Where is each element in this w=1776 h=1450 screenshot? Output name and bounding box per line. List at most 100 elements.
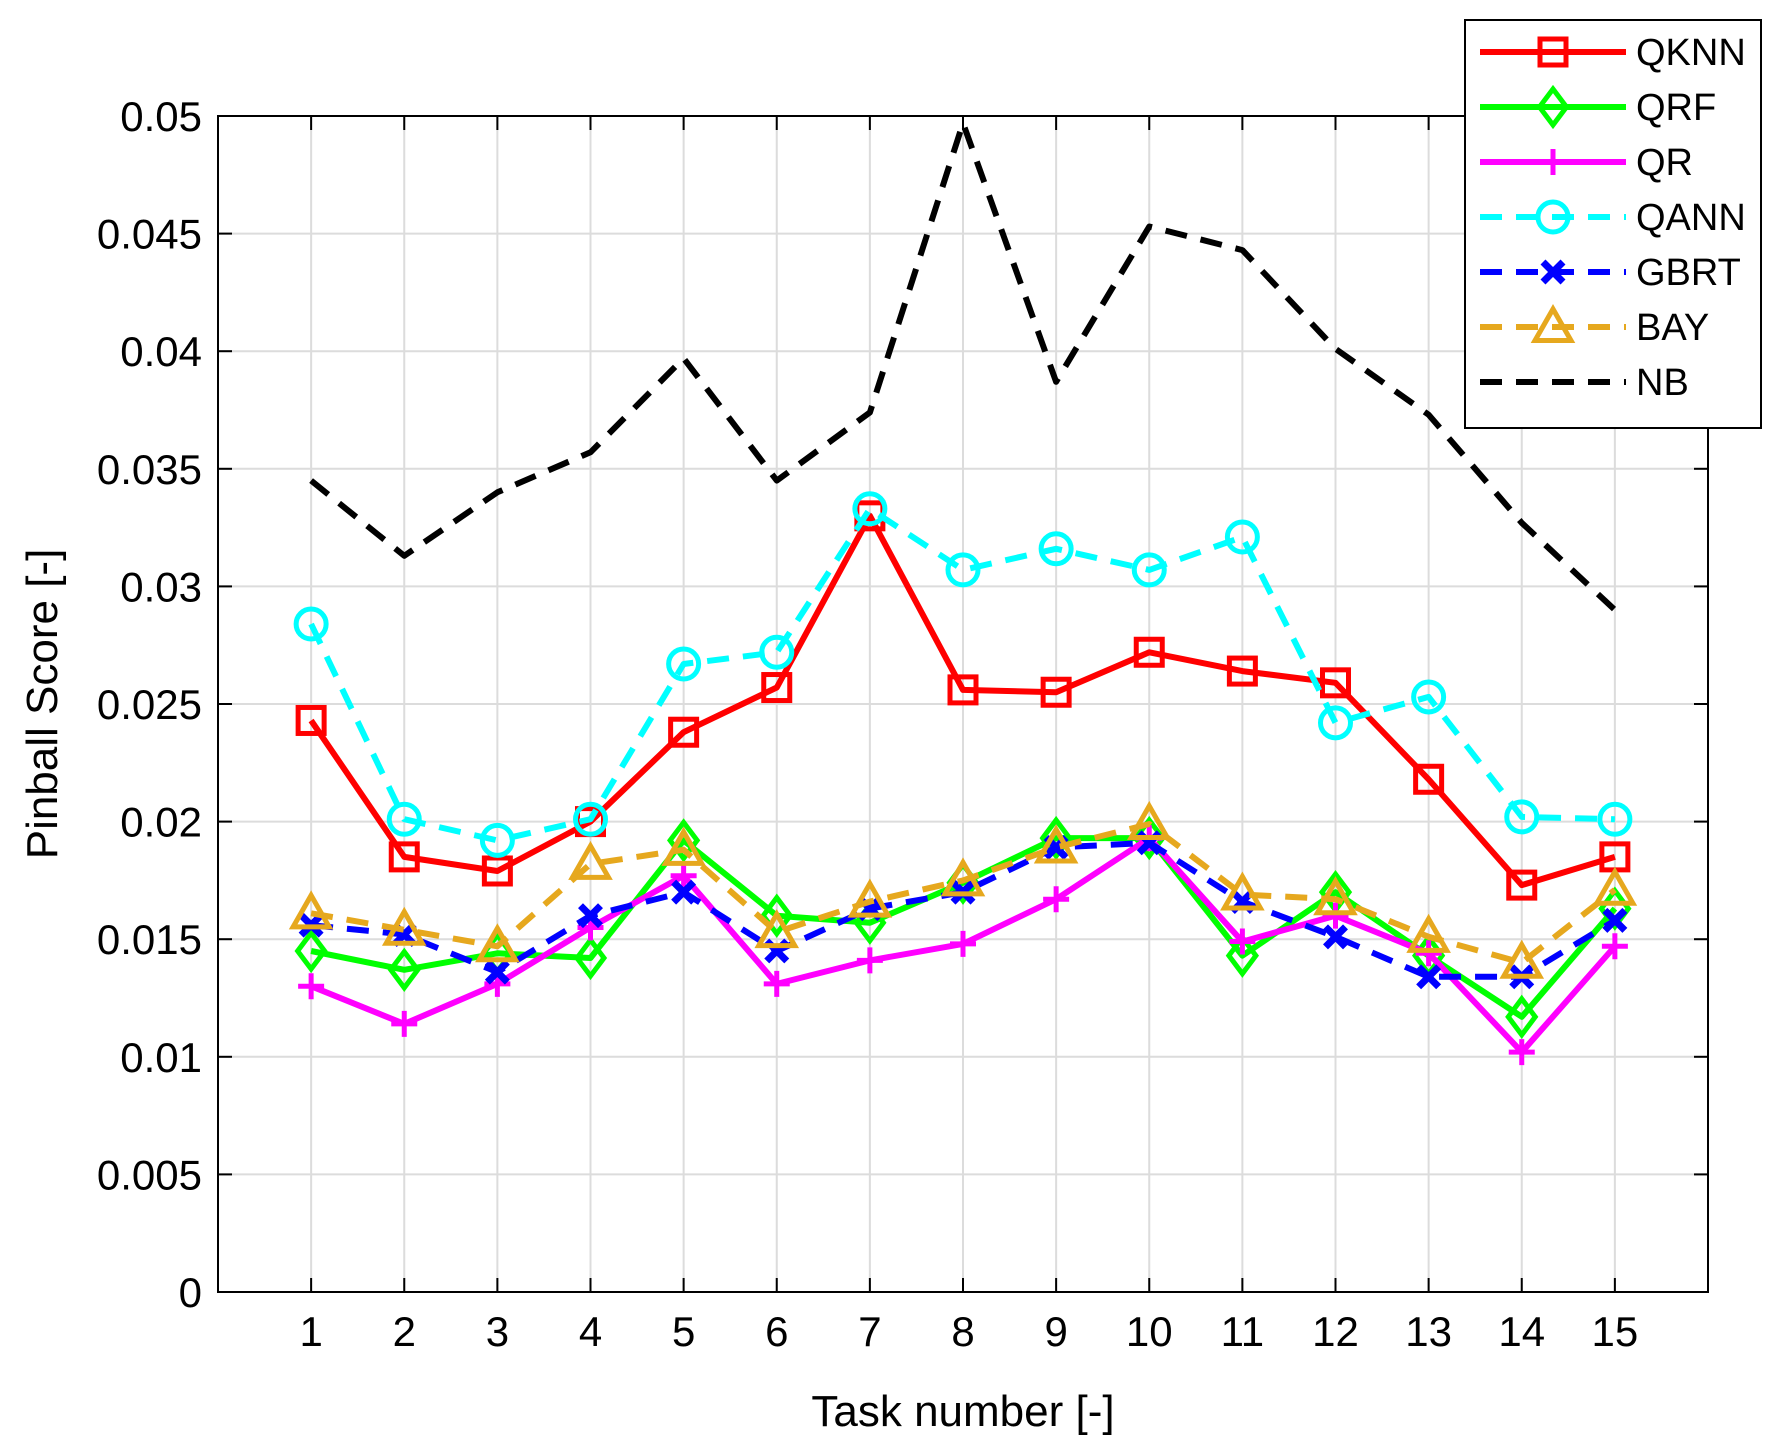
data-point-qr — [670, 862, 697, 889]
legend-marker — [1530, 303, 1576, 343]
legend-item-nb: NB — [1480, 362, 1689, 404]
data-point-qann — [1411, 679, 1447, 715]
data-point-bay — [381, 906, 427, 946]
data-point-bay — [1033, 824, 1079, 864]
data-point-qr — [856, 947, 883, 974]
data-point-qknn — [1413, 763, 1445, 795]
x-tick-label: 2 — [393, 1308, 416, 1355]
data-point-qr — [1415, 940, 1442, 967]
data-point-bay — [1406, 913, 1451, 953]
legend-item-qknn: QKNN — [1480, 32, 1746, 74]
legend-marker — [1535, 199, 1571, 235]
x-tick-label: 10 — [1126, 1308, 1173, 1355]
data-point-qknn — [1133, 636, 1165, 668]
data-point-qann — [1597, 801, 1633, 837]
legend-items: QKNN QRF QR QANN GBRT BAY NB — [1480, 32, 1746, 404]
legend-item-qrf: QRF — [1480, 84, 1716, 130]
data-point-qknn — [1040, 676, 1072, 708]
data-point-qrf — [387, 947, 421, 992]
x-tick-label: 14 — [1498, 1308, 1545, 1355]
data-point-bay — [1220, 871, 1265, 911]
x-tick-label: 11 — [1221, 1308, 1265, 1355]
legend-marker — [1536, 84, 1570, 130]
series-line-bay — [310, 821, 1617, 966]
y-tick-label: 0.045 — [97, 211, 202, 258]
data-point-qrf — [667, 818, 701, 863]
series-line-qann — [308, 505, 1615, 844]
data-point-gbrt — [1602, 907, 1628, 933]
x-tick-label: 1 — [299, 1308, 322, 1355]
y-tick-label: 0.015 — [97, 916, 202, 963]
data-point-qr — [1043, 886, 1070, 913]
data-point-qann — [293, 606, 329, 642]
data-point-qknn — [947, 674, 979, 706]
data-point-qann — [386, 801, 422, 837]
legend-label: QRF — [1636, 87, 1716, 129]
data-point-qr — [1229, 928, 1256, 955]
series-line-qknn — [308, 512, 1616, 889]
legend-label: QANN — [1636, 197, 1746, 239]
legend-item-qann: QANN — [1480, 197, 1746, 239]
data-point-bay — [475, 923, 520, 963]
data-point-gbrt — [1416, 964, 1442, 990]
series-qknn — [295, 500, 1631, 901]
data-point-bay — [288, 890, 334, 930]
legend-box — [1464, 19, 1762, 429]
data-point-qann — [479, 822, 515, 858]
data-point-qrf — [760, 893, 794, 938]
legend-marker — [1540, 149, 1566, 175]
x-tick-label: 6 — [765, 1308, 788, 1355]
legend: QKNN QRF QR QANN GBRT BAY NB — [1464, 19, 1762, 429]
x-tick-label: 4 — [579, 1308, 602, 1355]
data-point-gbrt — [1323, 924, 1348, 950]
legend-label: QKNN — [1636, 32, 1746, 74]
data-point-qann — [1318, 705, 1353, 741]
x-tick-label: 15 — [1592, 1308, 1639, 1355]
data-point-qann — [573, 801, 608, 837]
x-tick-label: 7 — [858, 1308, 881, 1355]
legend-label: QR — [1636, 142, 1693, 184]
data-point-qr — [1601, 933, 1628, 960]
legend-label: BAY — [1636, 307, 1709, 349]
data-point-qrf — [1039, 815, 1073, 861]
y-tick-label: 0.025 — [97, 681, 202, 728]
series-bay — [288, 800, 1638, 979]
data-point-bay — [1499, 939, 1545, 979]
legend-label: NB — [1636, 362, 1689, 404]
data-point-qann — [945, 552, 981, 588]
data-point-qr — [763, 970, 790, 997]
data-point-qr — [1508, 1039, 1535, 1066]
data-point-qknn — [1226, 655, 1258, 687]
data-point-qann — [1224, 519, 1260, 555]
y-tick-label: 0.02 — [120, 799, 202, 846]
y-tick-label: 0 — [179, 1269, 202, 1316]
data-point-qrf — [294, 928, 328, 974]
data-point-qann — [1504, 799, 1540, 835]
data-point-qr — [950, 930, 976, 957]
x-tick-label: 3 — [486, 1308, 509, 1355]
x-tick-label: 12 — [1312, 1308, 1359, 1355]
legend-marker — [1537, 36, 1569, 68]
data-point-bay — [940, 857, 986, 897]
x-tick-label: 9 — [1044, 1308, 1067, 1355]
x-tick-label: 5 — [672, 1308, 695, 1355]
data-point-qknn — [1506, 869, 1538, 901]
data-point-bay — [754, 909, 800, 949]
y-axis-title: Pinball Score [-] — [18, 549, 67, 860]
data-point-gbrt — [671, 879, 697, 905]
data-point-qrf — [1505, 994, 1539, 1039]
x-tick-label: 8 — [951, 1308, 974, 1355]
legend-item-bay: BAY — [1480, 303, 1709, 349]
data-point-qknn — [388, 841, 420, 873]
data-point-qknn — [481, 855, 513, 887]
legend-marker — [1540, 259, 1566, 285]
data-point-qrf — [573, 935, 608, 981]
y-tick-label: 0.04 — [120, 328, 202, 375]
data-point-qknn — [668, 716, 700, 748]
series-group — [288, 120, 1638, 1066]
data-point-qknn — [295, 704, 327, 736]
data-point-bay — [661, 826, 706, 866]
y-tick-label: 0.05 — [120, 93, 202, 140]
x-axis-title: Task number [-] — [811, 1387, 1114, 1436]
